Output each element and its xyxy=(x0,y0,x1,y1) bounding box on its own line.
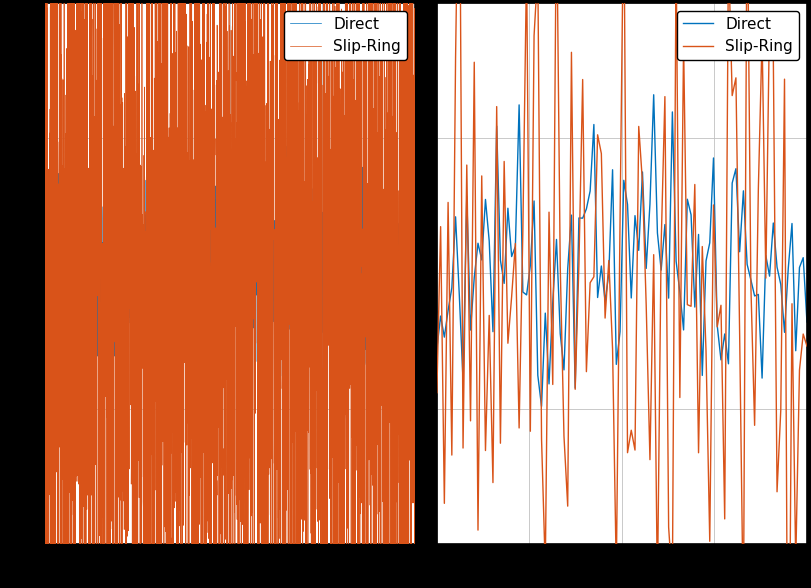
Direct xyxy=(397,111,406,118)
Direct xyxy=(802,319,811,326)
Slip-Ring xyxy=(802,343,811,350)
Slip-Ring xyxy=(182,11,191,18)
Direct xyxy=(182,358,191,365)
Legend: Direct, Slip-Ring: Direct, Slip-Ring xyxy=(285,11,407,61)
Legend: Direct, Slip-Ring: Direct, Slip-Ring xyxy=(676,11,800,61)
Direct xyxy=(518,289,528,296)
Slip-Ring xyxy=(403,270,413,277)
Slip-Ring xyxy=(791,560,800,567)
Slip-Ring xyxy=(363,305,372,312)
Direct xyxy=(198,276,208,283)
Direct xyxy=(660,221,670,228)
Slip-Ring xyxy=(82,506,92,513)
Direct xyxy=(503,205,513,212)
Slip-Ring xyxy=(410,539,419,546)
Direct xyxy=(410,276,419,283)
Direct xyxy=(432,345,442,352)
Direct xyxy=(649,91,659,98)
Line: Slip-Ring: Slip-Ring xyxy=(45,0,414,588)
Slip-Ring xyxy=(104,154,114,161)
Slip-Ring xyxy=(776,406,786,413)
Line: Direct: Direct xyxy=(437,95,807,406)
Slip-Ring xyxy=(507,293,517,300)
Direct xyxy=(104,248,114,255)
Direct xyxy=(363,251,372,258)
Direct xyxy=(626,295,636,302)
Direct xyxy=(537,403,547,410)
Direct xyxy=(779,329,789,336)
Line: Slip-Ring: Slip-Ring xyxy=(437,0,807,588)
Direct xyxy=(40,250,49,257)
Direct xyxy=(791,347,800,354)
Slip-Ring xyxy=(626,427,636,434)
Slip-Ring xyxy=(432,389,442,396)
Line: Direct: Direct xyxy=(45,114,414,405)
Slip-Ring xyxy=(656,241,666,248)
Direct xyxy=(82,290,92,298)
Direct xyxy=(72,402,82,409)
Direct xyxy=(403,244,413,251)
